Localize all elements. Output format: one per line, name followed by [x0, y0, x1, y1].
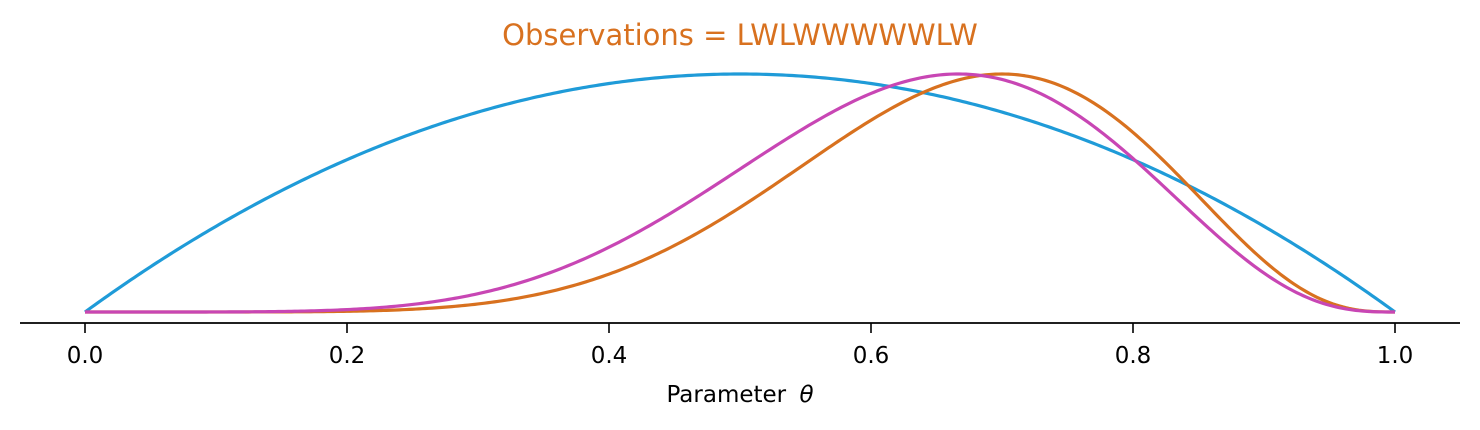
x-tick-label: 0.4	[591, 343, 628, 369]
x-tick-label: 0.6	[853, 343, 890, 369]
x-tick-label: 0.0	[67, 343, 104, 369]
x-tick-label: 0.8	[1115, 343, 1152, 369]
x-axis-label-symbol: θ	[799, 382, 813, 408]
series-line-2	[85, 72, 1395, 314]
series-line-1	[84, 72, 1396, 314]
series-line-3	[85, 72, 1395, 314]
x-axis-label: Parameter θ	[666, 382, 813, 408]
x-tick-label: 0.2	[329, 343, 366, 369]
x-axis-label-text: Parameter	[666, 382, 786, 408]
x-axis-ticks: 0.0 0.2 0.4 0.6 0.8 1.0	[67, 323, 1414, 369]
plot-area	[84, 72, 1396, 314]
chart-title: Observations = LWLWWWWWLW	[502, 18, 978, 52]
x-tick-label: 1.0	[1377, 343, 1414, 369]
